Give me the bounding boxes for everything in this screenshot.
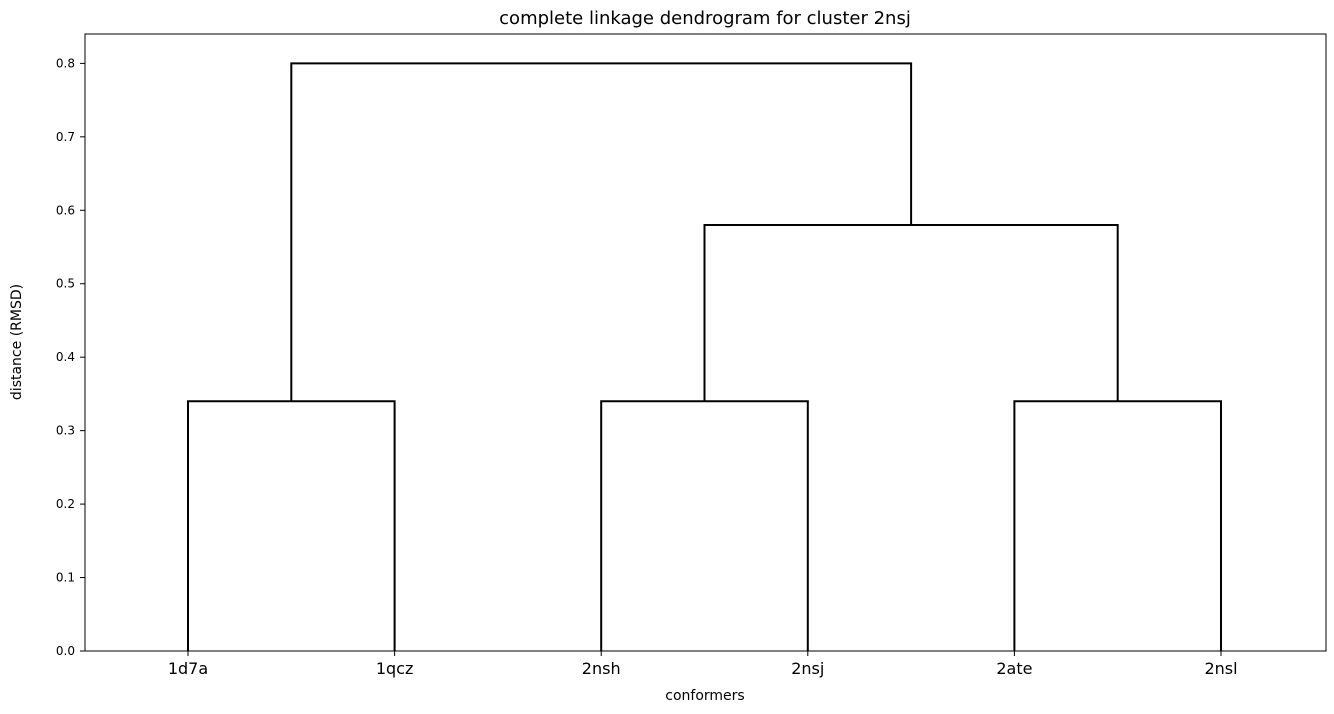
dendrogram-link-1 [187, 400, 396, 651]
y-tick-label: 0.4 [56, 350, 75, 364]
dendrogram-links [187, 62, 1222, 651]
dendrogram-link-2 [600, 400, 809, 651]
chart-title: complete linkage dendrogram for cluster … [499, 8, 911, 29]
y-tick-label: 0.5 [56, 277, 75, 291]
y-tick-label: 0.8 [56, 56, 75, 70]
x-axis: 1d7a 1qcz 2nsh 2nsj 2ate 2nsl [168, 651, 1238, 678]
x-tick-label-1qcz: 1qcz [376, 659, 414, 678]
x-tick-label-1d7a: 1d7a [168, 659, 208, 678]
y-axis: 0.0 0.1 0.2 0.3 0.4 0.5 0.6 0.7 0.8 [56, 56, 85, 658]
y-tick-label: 0.0 [56, 644, 75, 658]
dendrogram-link-5 [290, 62, 913, 402]
plot-area-frame [84, 33, 1327, 652]
y-tick-label: 0.7 [56, 130, 75, 144]
y-tick-label: 0.6 [56, 203, 75, 217]
x-tick-label-2nsj: 2nsj [791, 659, 824, 678]
y-tick-label: 0.1 [56, 571, 75, 585]
y-tick-label: 0.3 [56, 424, 75, 438]
x-tick-label-2ate: 2ate [996, 659, 1032, 678]
dendrogram-link-3 [1013, 400, 1222, 651]
y-tick-label: 0.2 [56, 497, 75, 511]
x-tick-label-2nsh: 2nsh [582, 659, 621, 678]
x-axis-label: conformers [665, 688, 744, 704]
y-axis-label: distance (RMSD) [9, 284, 25, 400]
x-tick-label-2nsl: 2nsl [1204, 659, 1237, 678]
